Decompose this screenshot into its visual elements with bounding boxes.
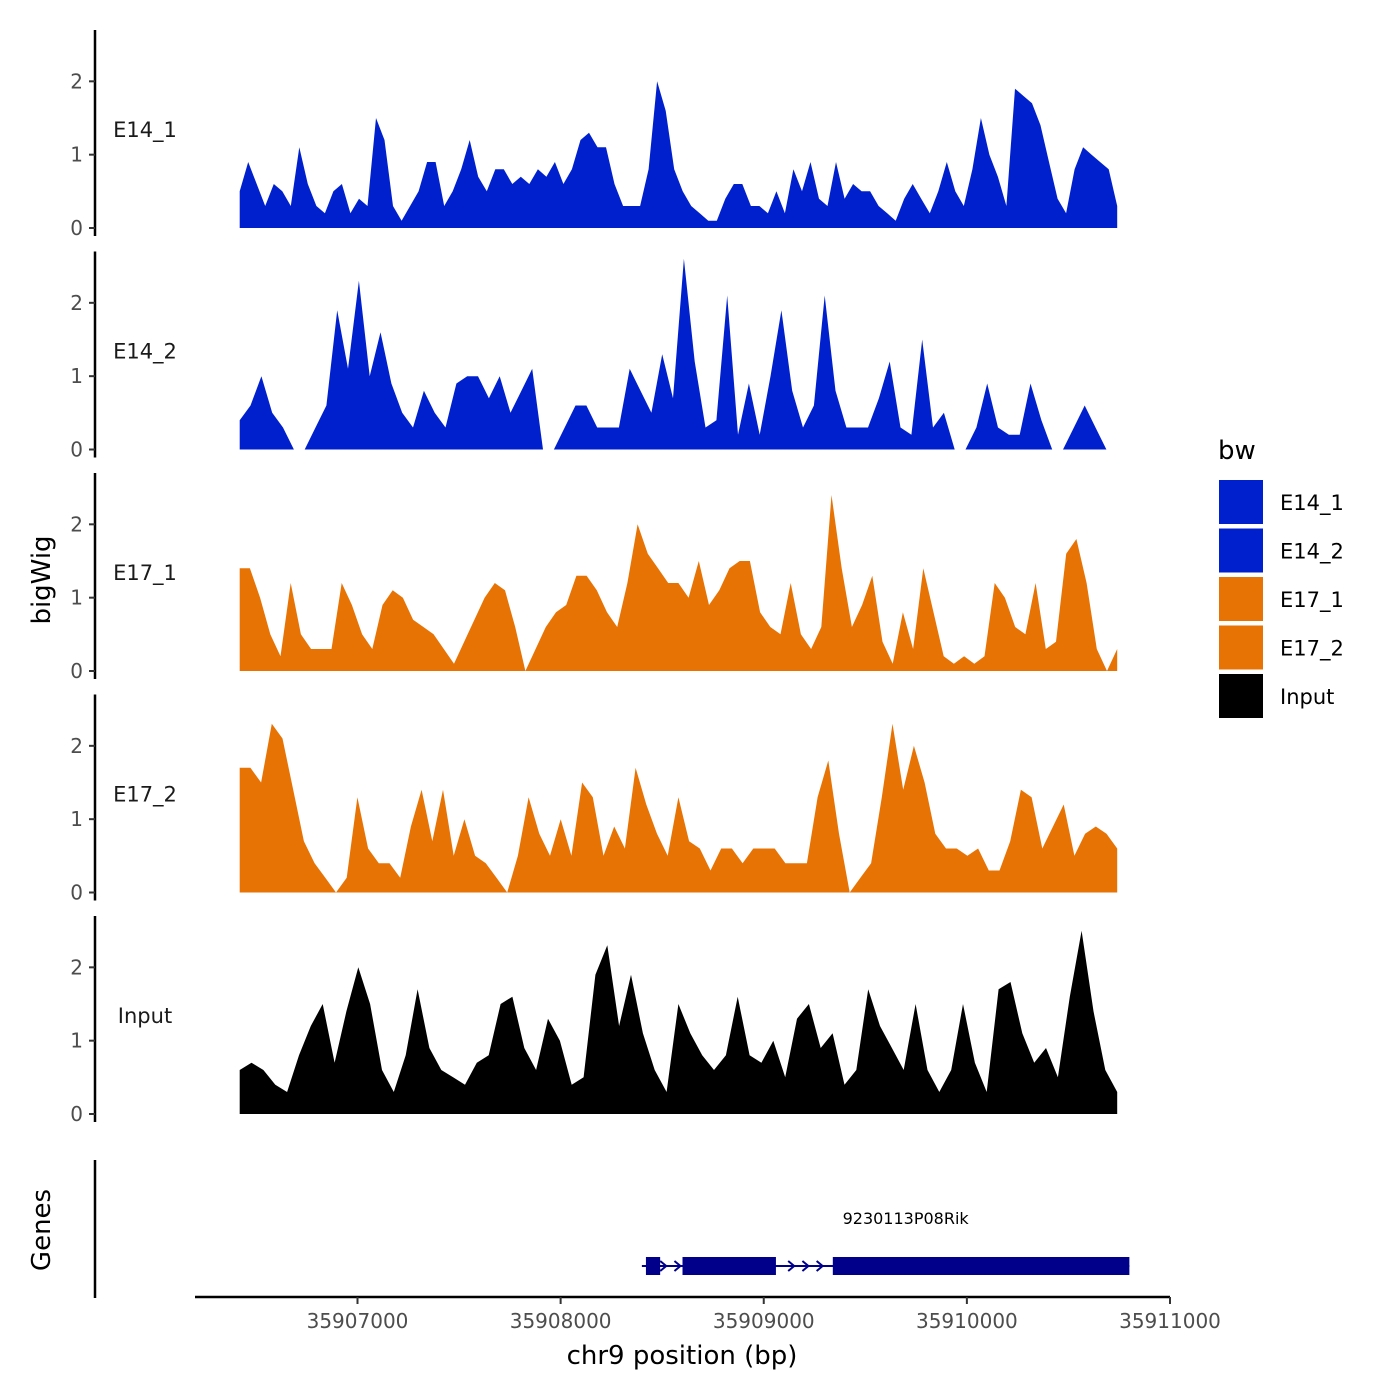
legend-label-input: Input [1280, 685, 1334, 709]
y-tick-label: 2 [70, 69, 83, 93]
legend-entry-input: Input [1219, 674, 1334, 718]
legend-label-e14-1: E14_1 [1280, 491, 1344, 516]
track-label-e14-2: E14_2 [113, 340, 177, 365]
y-tick-label: 0 [70, 881, 83, 905]
y-tick-label: 0 [70, 216, 83, 240]
coverage-area-e17-2 [239, 723, 1118, 893]
legend-swatch-e17-1 [1219, 577, 1263, 621]
track-label-e17-2: E17_2 [113, 783, 177, 808]
legend-swatch-e14-1 [1219, 480, 1263, 524]
track-e17-2: 0 1 2 E17_2 [70, 694, 1118, 905]
y-tick-label: 2 [70, 512, 83, 536]
track-label-e17-1: E17_1 [113, 561, 177, 586]
y-axis-title: bigWig [27, 535, 57, 624]
track-label-input: Input [118, 1004, 172, 1028]
y-tick-label: 0 [70, 1102, 83, 1126]
legend-swatch-e14-2 [1219, 528, 1263, 573]
gene-exon [832, 1257, 1130, 1275]
track-e17-1: 0 1 2 E17_1 [70, 473, 1118, 683]
legend-label-e17-2: E17_2 [1280, 637, 1344, 662]
y-tick-label: 1 [70, 807, 83, 831]
gene-9230113p08rik: 9230113P08Rik [641, 1209, 1130, 1275]
gene-exon [682, 1257, 776, 1275]
legend-entry-e17-1: E17_1 [1219, 577, 1344, 621]
legend-entry-e14-2: E14_2 [1219, 528, 1344, 573]
track-e14-1: 0 1 2 E14_1 [70, 30, 1118, 240]
x-tick-label: 35907000 [307, 1309, 409, 1333]
coverage-area-e14-1 [239, 81, 1118, 228]
x-tick-label: 35909000 [713, 1309, 815, 1333]
coverage-area-e17-1 [239, 495, 1118, 671]
genes-panel: 9230113P08Rik [93, 1160, 1130, 1298]
x-tick-label: 35910000 [916, 1309, 1018, 1333]
y-tick-label: 2 [70, 734, 83, 758]
genes-axis-title: Genes [27, 1189, 57, 1271]
x-tick-label: 35911000 [1119, 1309, 1221, 1333]
legend-entries: E14_1 E14_2 E17_1 E17_2 Input [1219, 480, 1344, 718]
legend-label-e14-2: E14_2 [1280, 540, 1344, 565]
y-tick-label: 0 [70, 438, 83, 462]
x-tick-label: 35908000 [510, 1309, 612, 1333]
strand-arrow [787, 1260, 796, 1272]
track-label-e14-1: E14_1 [113, 118, 177, 143]
strand-arrow [815, 1260, 825, 1272]
gene-exon [645, 1257, 661, 1275]
legend-entry-e14-1: E14_1 [1219, 480, 1344, 524]
gene-name-label: 9230113P08Rik [843, 1209, 970, 1228]
x-axis: 35907000 35908000 35909000 35910000 35911000 [195, 1295, 1221, 1333]
coverage-area-input [239, 930, 1118, 1114]
y-tick-label: 2 [70, 955, 83, 979]
y-tick-label: 1 [70, 143, 83, 167]
strand-arrow [801, 1260, 810, 1272]
y-tick-label: 1 [70, 1029, 83, 1053]
track-e14-2: 0 1 2 E14_2 [70, 251, 1118, 462]
legend-swatch-input [1219, 674, 1263, 718]
legend-entry-e17-2: E17_2 [1219, 625, 1344, 670]
legend: bw E14_1 E14_2 E17_1 E17_2 Input [1218, 436, 1344, 718]
legend-swatch-e17-2 [1219, 625, 1263, 670]
tracks-layer: 0 1 2 E14_1 0 1 2 E14_2 0 1 2 E17_1 0 1 2 E17_2 0 1 2 Input [70, 30, 1118, 1126]
y-tick-label: 1 [70, 364, 83, 388]
y-tick-label: 0 [70, 659, 83, 683]
x-axis-title: chr9 position (bp) [567, 1341, 798, 1371]
y-tick-label: 2 [70, 291, 83, 315]
strand-arrow [673, 1260, 683, 1272]
y-tick-label: 1 [70, 586, 83, 610]
strand-arrow [659, 1260, 668, 1272]
legend-label-e17-1: E17_1 [1280, 588, 1344, 613]
track-input: 0 1 2 Input [70, 916, 1118, 1126]
coverage-area-e14-2 [239, 258, 1118, 450]
legend-title: bw [1218, 436, 1256, 466]
